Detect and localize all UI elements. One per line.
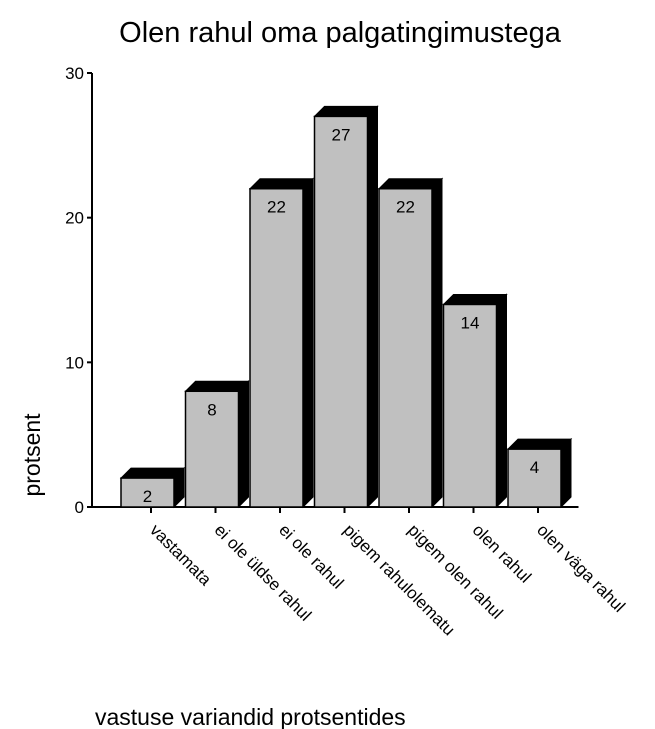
bar-side — [431, 177, 443, 509]
bar-top — [506, 438, 573, 450]
bar-top — [313, 105, 379, 117]
bar-value-label: 2 — [143, 487, 152, 506]
bar — [184, 390, 240, 508]
bar-top — [248, 178, 315, 190]
bar-side — [560, 437, 572, 509]
x-tick-label: vastamata — [146, 520, 215, 589]
bar-value-label: 4 — [530, 458, 539, 477]
bar — [313, 115, 369, 508]
bar-side — [238, 380, 249, 509]
bar — [507, 448, 562, 508]
x-axis-label: vastuse variandid protsentides — [95, 704, 406, 729]
x-tick-label: olen väga rahul — [533, 520, 629, 616]
bar-value-label: 22 — [267, 198, 286, 217]
bar — [442, 303, 498, 508]
bar-side — [367, 105, 378, 509]
bar-value-label: 22 — [396, 198, 415, 217]
bar-value-label: 14 — [461, 313, 480, 332]
bar-value-label: 27 — [332, 125, 351, 144]
x-tick-label: pigem rahulolematu — [340, 520, 459, 639]
bar-top — [442, 293, 508, 305]
bar-side — [302, 177, 314, 509]
y-tick-label: 10 — [65, 353, 84, 372]
y-tick-label: 20 — [65, 209, 84, 228]
bar-top — [184, 380, 250, 392]
y-tick-label: 30 — [65, 64, 84, 83]
bar-top — [119, 467, 186, 479]
bar-value-label: 8 — [207, 400, 216, 419]
bar-side — [496, 293, 507, 509]
chart-title: Olen rahul oma palgatingimustega — [119, 17, 562, 49]
bar — [378, 187, 433, 508]
y-tick-label: 0 — [75, 498, 84, 517]
bar — [120, 477, 175, 508]
x-tick-label: olen rahul — [469, 520, 535, 586]
bar-top — [377, 178, 444, 190]
bar — [249, 187, 304, 508]
y-axis-label: protsent — [19, 413, 45, 497]
